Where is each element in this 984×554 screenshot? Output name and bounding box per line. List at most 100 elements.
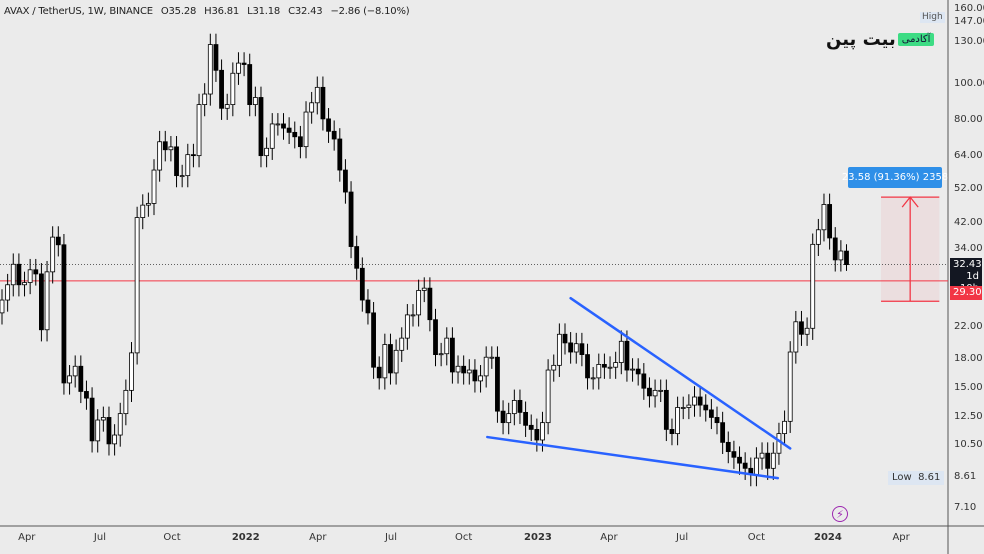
measure-arrow-head	[901, 196, 919, 208]
candle-down	[832, 237, 838, 261]
time-tick-label: Apr	[309, 532, 327, 543]
candle-down	[534, 429, 540, 441]
candle-down	[427, 287, 433, 321]
time-tick-label: Apr	[18, 532, 36, 543]
candle-up	[556, 333, 562, 366]
low-tag-text: Low	[892, 472, 912, 483]
lightning-icon[interactable]: ⚡	[832, 506, 848, 522]
candle-down	[500, 410, 506, 424]
candle-down	[568, 342, 574, 353]
candle-down	[799, 321, 804, 335]
high-tag: High	[920, 12, 945, 23]
candle-down	[844, 250, 849, 266]
candle-down	[320, 86, 326, 120]
candle-up	[776, 433, 782, 454]
candle-up	[264, 147, 270, 157]
logo-badge: آکادمی	[897, 32, 935, 46]
candle-up	[686, 404, 692, 408]
ohlc-open: O35.28	[160, 6, 197, 17]
candle-up	[140, 204, 146, 218]
candle-up	[224, 104, 230, 109]
candle-up	[658, 389, 664, 392]
candle-up	[275, 123, 281, 126]
candle-up	[50, 236, 56, 273]
candle-up	[129, 352, 134, 391]
candle-down	[495, 356, 500, 412]
candle-down	[371, 312, 376, 368]
price-tick-label: 52.00	[954, 182, 983, 194]
last-price-value: 32.43	[953, 259, 982, 270]
candle-down	[579, 343, 585, 355]
candle-down	[742, 462, 748, 469]
candle-up	[838, 250, 844, 261]
candle-down	[78, 365, 84, 392]
ohlc-low: L31.18	[247, 6, 281, 17]
candle-down	[635, 368, 641, 375]
price-tick-label: 12.50	[954, 411, 983, 423]
candle-down	[472, 369, 478, 382]
candle-up	[511, 400, 517, 415]
candle-up	[573, 343, 579, 353]
candle-up	[123, 389, 129, 415]
time-tick-label: Jul	[93, 532, 106, 543]
time-tick-label: 2022	[231, 532, 260, 543]
candle-up	[680, 407, 686, 409]
candle-up	[151, 169, 157, 204]
level-price-label: 29.30	[950, 286, 982, 300]
candle-up	[185, 154, 191, 177]
logo-brand: بیت پین	[826, 28, 896, 50]
time-tick-label: 2024	[813, 532, 842, 543]
candle-up	[754, 457, 759, 476]
price-tick-label: 160.00	[954, 2, 984, 14]
candle-up	[551, 364, 557, 371]
candle-up	[540, 422, 545, 441]
symbol-title[interactable]: AVAX / TetherUS, 1W, BINANCE	[4, 6, 153, 17]
candle-up	[117, 413, 123, 436]
candle-down	[16, 263, 22, 286]
candle-down	[61, 244, 67, 384]
candle-up	[27, 269, 33, 283]
candle-up	[793, 321, 799, 353]
time-tick-label: Oct	[747, 532, 766, 543]
candle-down	[703, 404, 709, 411]
candle-up	[590, 377, 596, 380]
time-tick-label: Jul	[676, 532, 689, 543]
candle-down	[343, 169, 348, 193]
ohlc-close: C32.43	[288, 6, 323, 17]
time-tick-label: 2023	[524, 532, 552, 543]
candle-down	[326, 118, 331, 132]
plot-area	[0, 0, 948, 526]
candle-down	[433, 319, 438, 355]
candle-up	[607, 366, 613, 369]
candle-up	[179, 175, 185, 178]
candle-down	[517, 400, 523, 413]
candle-up	[112, 434, 117, 445]
candle-down	[697, 396, 703, 406]
candle-down	[174, 146, 179, 177]
candle-up	[782, 420, 787, 435]
candle-up	[309, 102, 315, 113]
candle-up	[5, 284, 11, 301]
candle-up	[236, 62, 241, 74]
candle-up	[618, 340, 624, 363]
candle-up	[815, 229, 821, 245]
price-tick-label: 80.00	[954, 113, 983, 125]
measure-label[interactable]: 23.58 (91.36%) 2358	[842, 167, 948, 188]
candle-up	[202, 93, 208, 106]
candle-up	[410, 314, 416, 317]
candle-down	[247, 64, 253, 106]
candle-up	[466, 369, 472, 374]
candle-down	[106, 417, 112, 445]
candle-up	[455, 365, 461, 373]
candle-up	[314, 86, 320, 104]
candle-up	[207, 44, 213, 95]
candle-up	[489, 356, 495, 359]
time-tick-label: Apr	[600, 532, 618, 543]
candle-up	[0, 299, 5, 314]
candle-up	[269, 123, 275, 149]
candle-down	[39, 273, 44, 331]
candle-up	[393, 349, 399, 374]
trendline-upper	[569, 296, 792, 450]
candle-down	[354, 246, 360, 269]
